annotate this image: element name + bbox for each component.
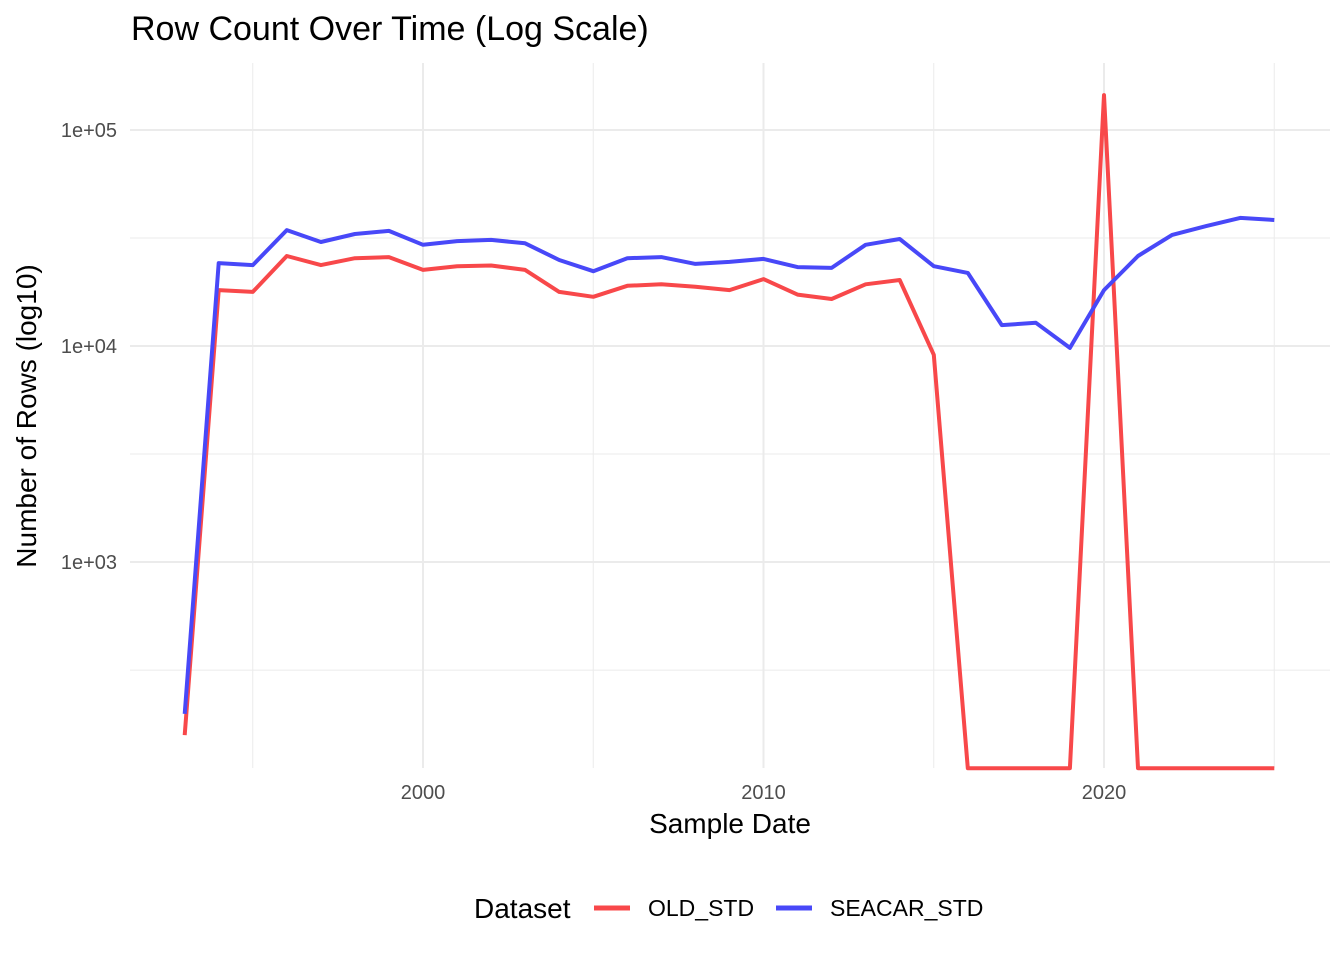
y-tick-label: 1e+03 [61, 552, 117, 574]
y-axis-label: Number of Rows (log10) [11, 264, 42, 567]
gridlines [130, 63, 1330, 768]
series-line-seacar-std [182, 215, 1275, 715]
legend-label-seacar-std: SEACAR_STD [830, 895, 983, 921]
series-line-old-std [182, 93, 1275, 771]
x-tick-label: 2020 [1082, 782, 1127, 804]
x-tick-label: 2010 [741, 782, 786, 804]
legend: Dataset OLD_STD SEACAR_STD [474, 893, 983, 924]
x-tick-label: 2000 [401, 782, 446, 804]
legend-label-old-std: OLD_STD [648, 895, 754, 921]
legend-title: Dataset [474, 893, 571, 924]
series-lines [182, 93, 1275, 771]
chart-title: Row Count Over Time (Log Scale) [131, 10, 649, 48]
y-tick-label: 1e+04 [61, 336, 117, 358]
tick-labels: 2000 2010 2020 1e+03 1e+04 1e+05 [61, 120, 1126, 804]
y-tick-label: 1e+05 [61, 120, 117, 142]
x-axis-label: Sample Date [649, 808, 811, 839]
